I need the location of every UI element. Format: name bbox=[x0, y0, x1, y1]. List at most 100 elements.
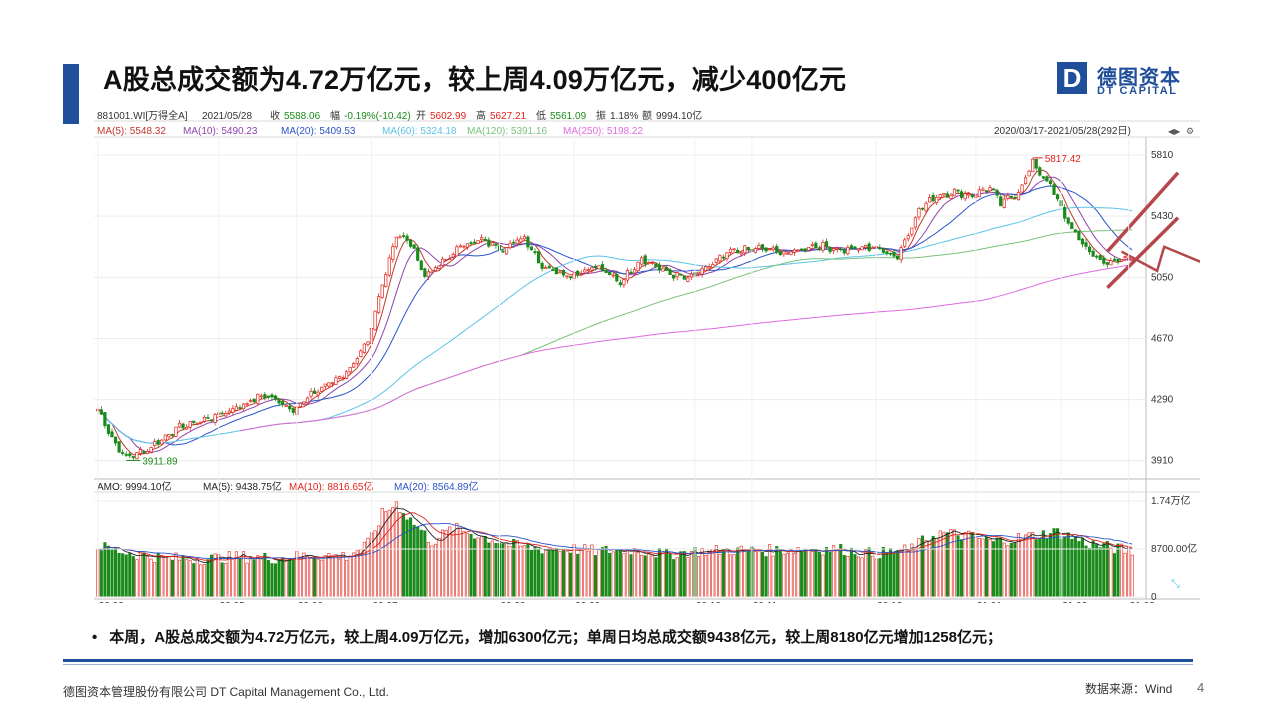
candle-body bbox=[959, 191, 964, 198]
volume-bar bbox=[970, 532, 974, 598]
volume-bar bbox=[163, 556, 167, 598]
candle-body bbox=[398, 236, 402, 239]
ma-legend-item: MA(250): 5198.22 bbox=[563, 126, 643, 137]
volume-bar bbox=[1002, 542, 1006, 598]
volume-bar bbox=[590, 544, 594, 598]
candle-body bbox=[206, 417, 210, 419]
volume-bar bbox=[273, 563, 278, 598]
volume-bar bbox=[412, 524, 416, 598]
volume-legend-item: AMO: 9994.10亿 bbox=[97, 480, 171, 493]
volume-bar bbox=[949, 529, 953, 598]
logo-english-name: DT CAPITAL bbox=[1097, 85, 1178, 97]
candle-body bbox=[1020, 184, 1024, 193]
volume-bar bbox=[597, 548, 601, 598]
volume-bar bbox=[906, 549, 910, 598]
candle-body bbox=[536, 251, 541, 264]
candle-body bbox=[309, 390, 313, 397]
logo-chinese-name: 德图资本 bbox=[1097, 67, 1181, 89]
volume-bar bbox=[1095, 543, 1099, 598]
volume-bar bbox=[593, 555, 597, 598]
date-range[interactable]: 2020/03/17-2021/05/28(292日) ◀▶ ⚙ bbox=[994, 126, 1194, 137]
ma-line-ma60 bbox=[104, 206, 1133, 444]
volume-bar bbox=[153, 562, 157, 598]
volume-bar bbox=[860, 557, 864, 598]
volume-bar bbox=[622, 553, 626, 598]
volume-bar bbox=[458, 528, 462, 598]
volume-bar bbox=[625, 548, 629, 598]
volume-bar bbox=[682, 551, 686, 598]
candle-body bbox=[472, 241, 477, 244]
candle-body bbox=[1038, 167, 1042, 176]
candle-body bbox=[597, 265, 601, 270]
candle-body bbox=[444, 259, 448, 261]
volume-bar bbox=[803, 549, 807, 598]
candle-body bbox=[519, 238, 523, 243]
volume-bar bbox=[999, 537, 1003, 598]
candle-body bbox=[145, 451, 150, 455]
y-tick-label: 5430 bbox=[1151, 211, 1174, 222]
candle-body bbox=[416, 247, 420, 261]
volume-bar bbox=[785, 552, 789, 598]
volume-bar bbox=[842, 554, 846, 598]
candle-body bbox=[696, 271, 701, 275]
volume-bar bbox=[1034, 539, 1038, 598]
candle-body bbox=[220, 412, 224, 415]
volume-bar bbox=[316, 558, 320, 598]
volume-bar bbox=[330, 555, 334, 598]
volume-bar bbox=[1016, 533, 1021, 598]
volume-bar bbox=[451, 531, 455, 598]
candle-body bbox=[867, 243, 871, 251]
candle-body bbox=[704, 266, 708, 271]
volume-bar bbox=[348, 555, 352, 598]
volume-bar bbox=[519, 545, 523, 598]
volume-bar bbox=[917, 538, 921, 598]
volume-bar bbox=[305, 556, 310, 598]
volume-bar bbox=[629, 554, 633, 598]
candle-body bbox=[448, 258, 452, 260]
candle-body bbox=[832, 248, 836, 251]
min-price-label: 3911.89 bbox=[142, 456, 178, 467]
volume-bar bbox=[1098, 547, 1102, 598]
candle-body bbox=[920, 207, 925, 210]
candle-body bbox=[131, 456, 135, 459]
candle-body bbox=[106, 424, 111, 434]
quote-amount-label: 额 bbox=[642, 109, 652, 122]
volume-bar bbox=[1116, 543, 1120, 598]
expand-icon[interactable]: ⤡ bbox=[1171, 578, 1180, 590]
volume-bar bbox=[668, 553, 672, 598]
candle-body bbox=[668, 269, 672, 276]
candle-body bbox=[231, 408, 235, 413]
volume-bar bbox=[743, 548, 747, 598]
candle-body bbox=[288, 405, 292, 410]
candle-body bbox=[1027, 170, 1031, 177]
volume-bar bbox=[398, 512, 402, 598]
volume-bar bbox=[956, 535, 960, 598]
volume-bar bbox=[1084, 545, 1088, 598]
volume-bar bbox=[220, 562, 224, 598]
volume-bar bbox=[828, 551, 832, 598]
volume-bar bbox=[291, 559, 295, 598]
volume-bar bbox=[775, 546, 779, 598]
volume-bar bbox=[1123, 552, 1127, 598]
candle-body bbox=[707, 266, 711, 269]
volume-legend-item: MA(20): 8564.89亿 bbox=[394, 480, 479, 493]
title-accent-bar bbox=[63, 64, 79, 124]
x-tick-label: 20.07 bbox=[372, 601, 397, 603]
volume-bar bbox=[896, 551, 900, 598]
candle-body bbox=[419, 260, 423, 271]
candle-body bbox=[963, 193, 967, 200]
volume-bar bbox=[1105, 541, 1109, 598]
volume-bar bbox=[117, 552, 121, 598]
volume-bar bbox=[604, 545, 608, 598]
volume-bar bbox=[110, 549, 114, 598]
candle-body bbox=[1105, 262, 1109, 265]
candle-body bbox=[615, 274, 619, 282]
ma-line-ma5 bbox=[97, 169, 1133, 456]
volume-bar bbox=[952, 529, 957, 598]
candle-body bbox=[1013, 197, 1017, 199]
candle-body bbox=[1002, 198, 1006, 208]
volume-bar bbox=[579, 548, 583, 598]
volume-bar bbox=[1102, 543, 1106, 598]
volume-bar bbox=[462, 531, 466, 598]
candle-body bbox=[437, 265, 441, 269]
